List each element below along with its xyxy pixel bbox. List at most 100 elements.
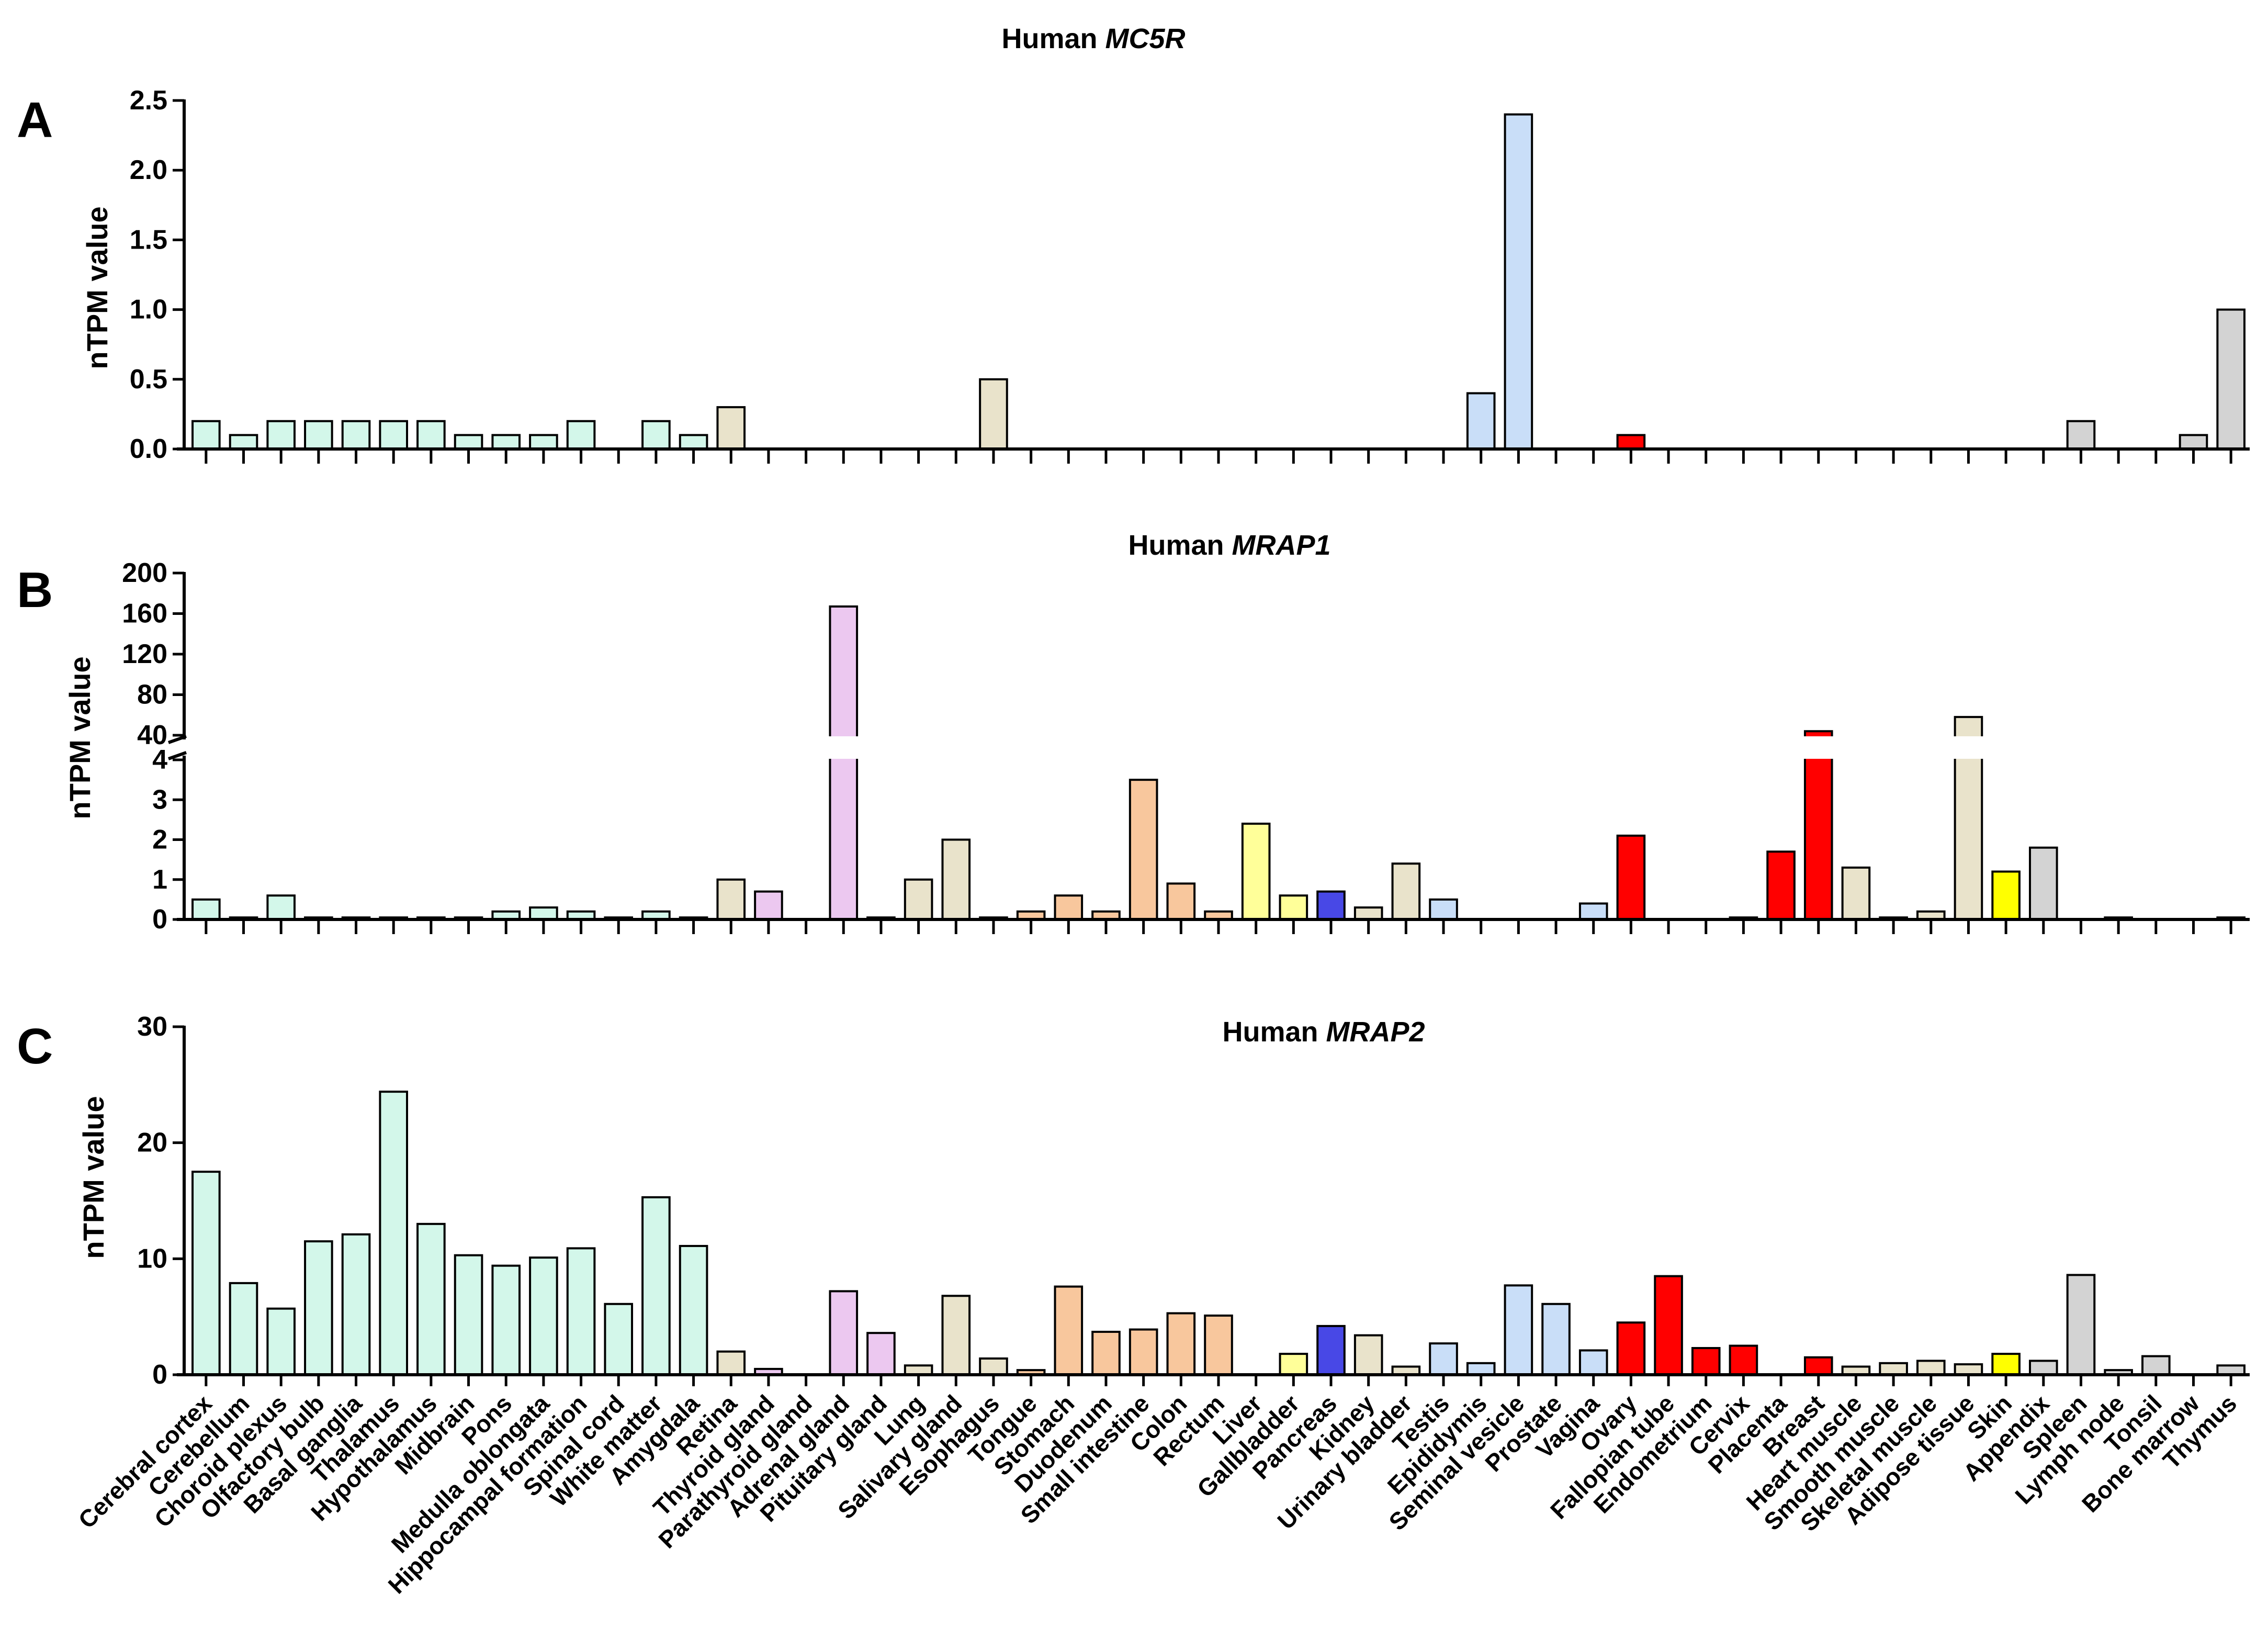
panel-a-bar-epididymis — [1466, 392, 1496, 450]
panel-b-axis-break-mark — [168, 735, 187, 744]
panel-c-bar-fallopian-tube — [1654, 1275, 1683, 1376]
panel-c-bar-endometrium — [1691, 1347, 1721, 1376]
panel-c-bar-white-matter — [641, 1196, 671, 1376]
panel-c-bar-midbrain — [454, 1254, 483, 1376]
panel-c-bar-retina — [716, 1350, 746, 1376]
panel-a-bar-amygdala — [679, 434, 708, 450]
panel-b-bar-urinary-bladder — [1391, 862, 1421, 921]
panel-c-bar-small-intestine — [1129, 1328, 1158, 1376]
panel-c-y-tick-label: 30 — [137, 1012, 167, 1042]
panel-b-y-tick-label: 2 — [152, 825, 167, 855]
panel-c-bar-adrenal-gland — [829, 1290, 859, 1376]
panel-a-plot: 0.0 0.5 1.0 1.5 2.0 2.5 — [130, 85, 2250, 464]
panel-b-title: Human MRAP1 — [1128, 530, 1330, 561]
panel-a-bar-retina — [716, 406, 746, 451]
panel-a-y-tick-label: 0.5 — [130, 364, 167, 395]
panel-c-bar-medulla-oblongata — [529, 1256, 558, 1376]
panel-a-bar-spleen — [2066, 420, 2096, 450]
panel-c-bar-smooth-muscle — [1879, 1362, 1908, 1376]
panel-a-bar-pons — [491, 434, 521, 450]
panel-a-bar-seminal-vesicle — [1504, 113, 1533, 450]
panel-b-bar-choroid-plexus — [266, 894, 296, 921]
panel-c-bar-spleen — [2066, 1274, 2096, 1376]
panel-b-bar-small-intestine — [1129, 779, 1158, 921]
panel-a-bar-white-matter — [641, 420, 671, 450]
panel-c-bar-prostate — [1541, 1303, 1571, 1376]
panel-c-bar-duodenum — [1091, 1330, 1121, 1376]
panel-b-bar-kidney — [1353, 906, 1383, 921]
panel-a-bar-thymus — [2216, 308, 2246, 450]
panel-a-bar-ovary — [1616, 434, 1646, 450]
panel-c-bar-amygdala — [679, 1244, 708, 1376]
panel-b-plot: 0 1 2 3 440 80 120 160 200 — [122, 558, 2250, 935]
panel-b-y-tick-label: 120 — [122, 639, 167, 669]
panel-b-bar-medulla-oblongata — [529, 906, 558, 921]
panel-b-bar-breast — [1803, 730, 1833, 921]
panel-a-title: Human MC5R — [1001, 23, 1185, 54]
panel-c-bar-vagina — [1578, 1349, 1608, 1376]
panel-c-bar-cerebellum — [229, 1282, 258, 1376]
panel-c-bar-hypothalamus — [416, 1222, 446, 1376]
panel-b-bar-stomach — [1054, 894, 1084, 921]
panel-b-bar-retina — [716, 878, 746, 921]
panel-c-bar-thalamus — [379, 1091, 409, 1376]
panel-letter-a: A — [17, 92, 53, 148]
panel-b: B Human MRAP1 nTPM value 0 1 2 3 440 80 120 160… — [17, 530, 2250, 935]
panel-a: A Human MC5R nTPM value 0.0 0.5 1.0 1.5 2.0 2… — [17, 23, 2250, 464]
panel-a-bar-hippocampal-formation — [566, 420, 596, 450]
panel-b-axis-break-gap — [1800, 736, 1836, 759]
panel-b-y-tick-label: 1 — [152, 865, 167, 895]
panel-b-bar-gallbladder — [1279, 894, 1308, 921]
panel-c-bar-salivary-gland — [941, 1295, 971, 1376]
panel-c-bar-colon — [1166, 1312, 1196, 1376]
panel-b-y-tick-label: 0 — [152, 904, 167, 935]
panel-b-bar-heart-muscle — [1841, 866, 1871, 921]
panel-a-bar-cerebellum — [229, 434, 258, 450]
panel-c-y-tick-label: 0 — [152, 1360, 167, 1390]
panel-b-bar-appendix — [2028, 846, 2058, 921]
panel-c-title: Human MRAP2 — [1222, 1016, 1425, 1048]
panel-c-bar-kidney — [1353, 1334, 1383, 1376]
panel-c-bar-esophagus — [979, 1357, 1008, 1376]
panel-b-bar-liver — [1241, 823, 1271, 921]
panel-c-bar-pons — [491, 1264, 521, 1376]
panel-c-bar-appendix — [2028, 1360, 2058, 1376]
panel-c-y-tick-label: 20 — [137, 1128, 167, 1158]
panel-a-bar-midbrain — [454, 434, 483, 450]
panel-b-bar-thyroid-gland — [754, 890, 783, 921]
panel-c-bar-hippocampal-formation — [566, 1247, 596, 1376]
panel-c-bar-cerebral-cortex — [191, 1171, 221, 1376]
panel-c-bar-cervix — [1729, 1344, 1758, 1376]
panel-c-bar-pituitary-gland — [866, 1332, 896, 1376]
panel-b-y-tick-label: 160 — [122, 599, 167, 629]
panel-b-bar-ovary — [1616, 834, 1646, 921]
panel-c-bar-gallbladder — [1279, 1353, 1308, 1376]
panel-b-y-tick-label: 40 — [137, 720, 167, 750]
panel-c-y-tick-label: 10 — [137, 1243, 167, 1274]
panel-b-bar-testis — [1429, 898, 1458, 921]
panel-b-bar-adrenal-gland — [829, 605, 859, 921]
panel-c-bar-skeletal-muscle — [1916, 1360, 1946, 1376]
panel-b-bar-vagina — [1578, 902, 1608, 921]
panel-b-bar-colon — [1166, 882, 1196, 921]
panel-b-bar-salivary-gland — [941, 838, 971, 921]
panel-a-bar-cerebral-cortex — [191, 420, 221, 450]
panel-letter-c: C — [17, 1018, 53, 1074]
panel-c-bar-choroid-plexus — [266, 1307, 296, 1376]
panel-a-bar-hypothalamus — [416, 420, 446, 450]
panel-a-y-tick-label: 0.0 — [130, 434, 167, 464]
panel-a-bar-bone-marrow — [2179, 434, 2208, 450]
panel-a-y-axis-label: nTPM value — [81, 206, 114, 369]
panel-c-bar-spinal-cord — [604, 1303, 634, 1376]
panel-b-bar-pancreas — [1316, 890, 1346, 921]
panel-c-bar-epididymis — [1466, 1362, 1496, 1376]
panel-c-bar-tonsil — [2141, 1355, 2171, 1376]
panel-b-bar-cerebral-cortex — [191, 898, 221, 921]
panel-a-bar-esophagus — [979, 378, 1008, 450]
panel-c-bar-pancreas — [1316, 1325, 1346, 1376]
panel-c-bar-breast — [1803, 1356, 1833, 1376]
panel-b-axis-break-mark — [168, 751, 187, 760]
panel-a-bar-olfactory-bulb — [304, 420, 333, 450]
panel-c-bar-skin — [1991, 1353, 2021, 1376]
